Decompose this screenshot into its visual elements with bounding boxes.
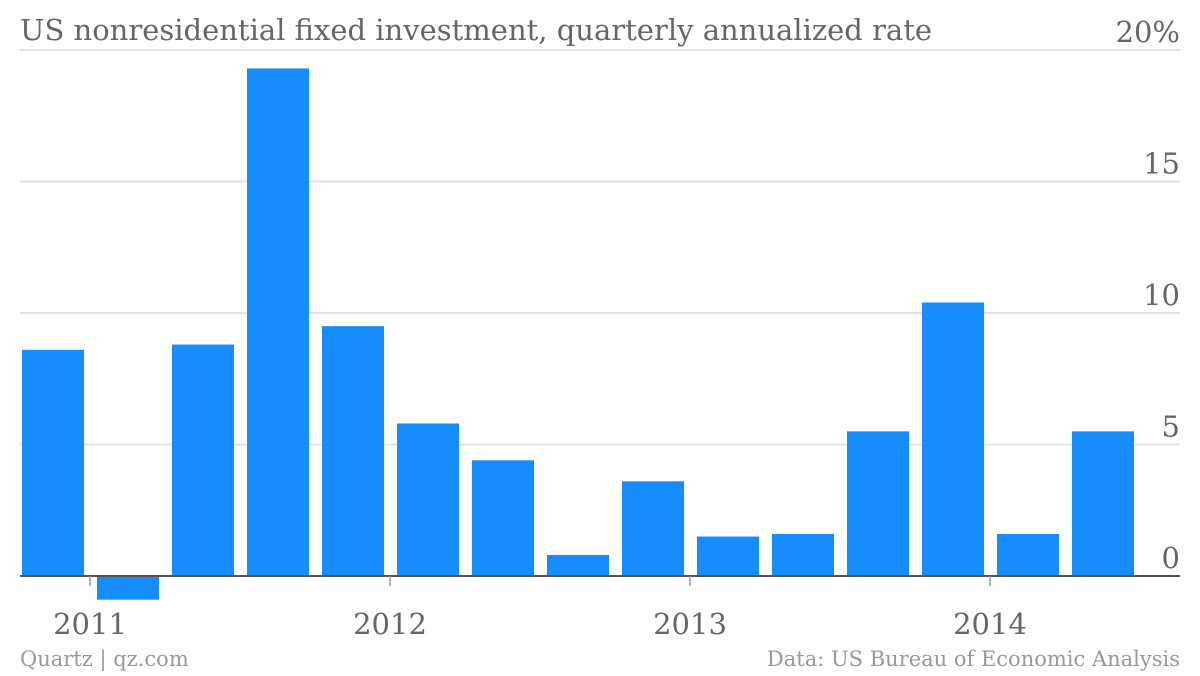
- bar: [472, 460, 534, 576]
- bar: [172, 344, 234, 576]
- bar: [922, 302, 984, 576]
- y-tick-label: 20%: [1116, 15, 1180, 49]
- bar: [1072, 431, 1134, 576]
- bar: [247, 68, 309, 576]
- y-tick-label: 15: [1143, 147, 1180, 181]
- bar: [22, 349, 84, 576]
- bar: [547, 554, 609, 576]
- x-tick-label: 2013: [653, 607, 727, 641]
- bars: [22, 68, 1134, 600]
- bar: [322, 326, 384, 576]
- bar: [847, 431, 909, 576]
- x-tick-label: 2014: [953, 607, 1027, 641]
- bar: [97, 576, 159, 600]
- y-tick-label: 0: [1162, 541, 1180, 575]
- chart-title: US nonresidential fixed investment, quar…: [20, 13, 933, 47]
- footer-credit: Quartz | qz.com: [20, 647, 189, 671]
- y-tick-labels: 0 5 10 15 20%: [1116, 15, 1180, 575]
- bar: [622, 481, 684, 576]
- bar: [997, 533, 1059, 576]
- y-tick-label: 5: [1162, 410, 1180, 444]
- bar: [772, 533, 834, 576]
- x-tick-label: 2011: [53, 607, 127, 641]
- bar: [697, 536, 759, 576]
- footer-source: Data: US Bureau of Economic Analysis: [766, 647, 1180, 671]
- bar: [397, 423, 459, 576]
- y-tick-label: 10: [1143, 278, 1180, 312]
- x-tick-label: 2012: [353, 607, 427, 641]
- x-tick-labels: 2011 2012 2013 2014: [53, 576, 1027, 641]
